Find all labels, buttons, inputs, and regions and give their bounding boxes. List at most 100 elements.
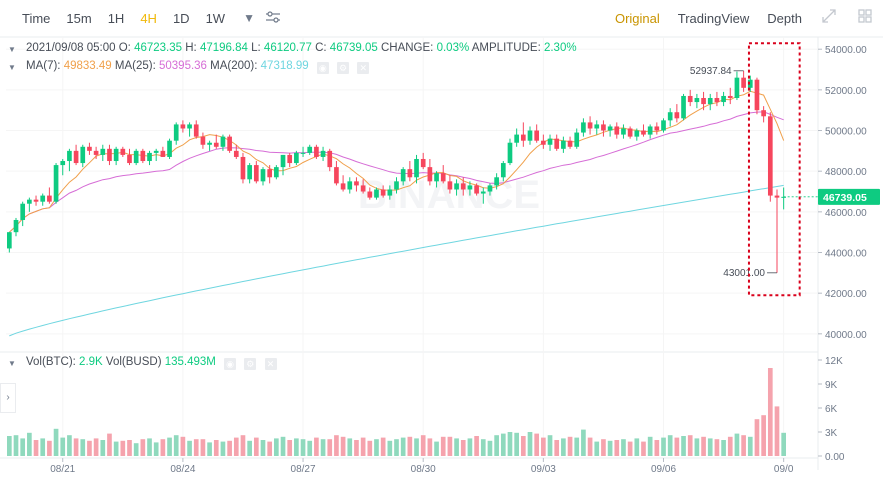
volume-bar	[487, 440, 493, 456]
volume-bar	[460, 440, 466, 456]
volume-bar	[67, 435, 72, 456]
candle-body	[200, 136, 206, 145]
vol-collapse-caret-icon[interactable]: ▼	[8, 359, 16, 368]
volume-bar	[400, 437, 406, 456]
timeframe-4h[interactable]: 4H	[140, 10, 157, 26]
candle-body	[240, 156, 246, 180]
collapse-caret-icon[interactable]: ▼	[8, 45, 16, 54]
volume-bar	[541, 437, 546, 456]
candle-body	[547, 138, 553, 145]
timeframe-toolbar: Time 15m 1H 4H 1D 1W ▼	[0, 0, 883, 36]
candle-body	[233, 150, 239, 157]
ma-collapse-caret-icon[interactable]: ▼	[8, 63, 16, 72]
grid-icon[interactable]	[847, 8, 883, 29]
volume-bar	[100, 440, 106, 456]
candle-body	[367, 191, 373, 198]
candle-body	[454, 183, 459, 190]
volume-bar	[7, 436, 12, 456]
ma200-value: 47318.99	[260, 60, 309, 72]
ma-visibility-icon[interactable]: ◉	[316, 62, 329, 74]
current-price-label: 46739.05	[823, 192, 867, 204]
candle-body	[193, 124, 199, 137]
view-original-tab[interactable]: Original	[614, 10, 660, 26]
vol-close-icon[interactable]: ✕	[264, 358, 277, 370]
volume-bar	[634, 438, 640, 456]
volume-bar	[520, 436, 526, 456]
candle-body	[320, 150, 326, 157]
candle-body	[647, 126, 653, 135]
volume-bar	[561, 438, 566, 456]
volume-bar	[274, 438, 279, 456]
volume-bar	[213, 440, 219, 456]
candle-body	[300, 152, 306, 154]
timeframe-15m[interactable]: 15m	[66, 10, 92, 26]
volume-bar	[347, 438, 353, 456]
volume-bar	[47, 440, 52, 456]
vol-visibility-icon[interactable]: ◉	[224, 358, 237, 370]
view-tradingview-tab[interactable]: TradingView	[677, 10, 750, 26]
candle-body	[93, 150, 99, 155]
volume-bar	[20, 438, 26, 456]
view-depth-tab[interactable]: Depth	[767, 10, 802, 26]
timeframe-1d[interactable]: 1D	[172, 10, 190, 26]
candle-body	[267, 169, 273, 178]
volume-bar	[567, 436, 573, 456]
candle-body	[160, 150, 166, 157]
sliders-icon[interactable]	[265, 10, 281, 26]
caret-down-icon[interactable]: ▼	[243, 11, 255, 25]
candle-body	[767, 116, 773, 196]
candle-body	[480, 191, 486, 194]
vol-settings-icon[interactable]: ⚙	[244, 358, 257, 370]
timeframe-time[interactable]: Time	[22, 10, 51, 26]
low-value: 46120.77	[263, 42, 312, 54]
volume-bar	[253, 437, 259, 456]
candle-body	[7, 232, 12, 249]
ma-close-icon[interactable]: ✕	[357, 62, 370, 74]
volume-bar	[334, 435, 339, 456]
volume-bar	[153, 442, 159, 456]
expand-icon[interactable]	[811, 8, 847, 29]
volume-bar	[714, 439, 720, 456]
candle-body	[87, 146, 92, 151]
candle-body	[747, 79, 753, 88]
vol-busd-value: 135.493M	[164, 356, 216, 368]
volume-tick-label: 3K	[825, 428, 838, 439]
volume-bar	[240, 435, 246, 456]
candle-body	[460, 183, 466, 190]
volume-bar	[407, 436, 413, 456]
price-tick-label: 52000.00	[825, 86, 867, 97]
candle-body	[427, 167, 433, 182]
candle-body	[140, 150, 146, 162]
candle-body	[587, 122, 593, 129]
volume-bar	[327, 439, 333, 456]
candle-body	[187, 124, 192, 129]
volume-tick-label: 6K	[825, 404, 838, 415]
volume-bar	[207, 442, 212, 456]
volume-bar	[681, 436, 686, 456]
ma25-label: MA(25):	[114, 60, 156, 72]
candle-body	[761, 110, 766, 117]
volume-bar	[467, 438, 473, 456]
ma200-label: MA(200):	[210, 60, 258, 72]
volume-bar	[140, 439, 146, 456]
candle-body	[287, 154, 293, 164]
candle-body	[147, 152, 152, 162]
volume-bar	[387, 440, 393, 456]
candle-body	[487, 185, 493, 192]
change-value: 0.03%	[436, 42, 470, 54]
side-panel-toggle[interactable]: ›	[0, 383, 16, 413]
timeframe-1h[interactable]: 1H	[107, 10, 125, 26]
volume-bar	[574, 437, 580, 456]
volume-bar	[113, 441, 119, 456]
vol-busd-label: Vol(BUSD)	[105, 356, 162, 368]
candle-body	[621, 128, 626, 135]
timeframe-1w[interactable]: 1W	[205, 10, 226, 26]
candle-body	[741, 77, 746, 88]
volume-bar	[27, 432, 32, 456]
volume-bar	[367, 440, 373, 456]
candle-body	[33, 199, 39, 202]
ma-settings-icon[interactable]: ⚙	[337, 62, 350, 74]
volume-tick-label: 9K	[825, 380, 838, 391]
candle-body	[394, 181, 399, 190]
